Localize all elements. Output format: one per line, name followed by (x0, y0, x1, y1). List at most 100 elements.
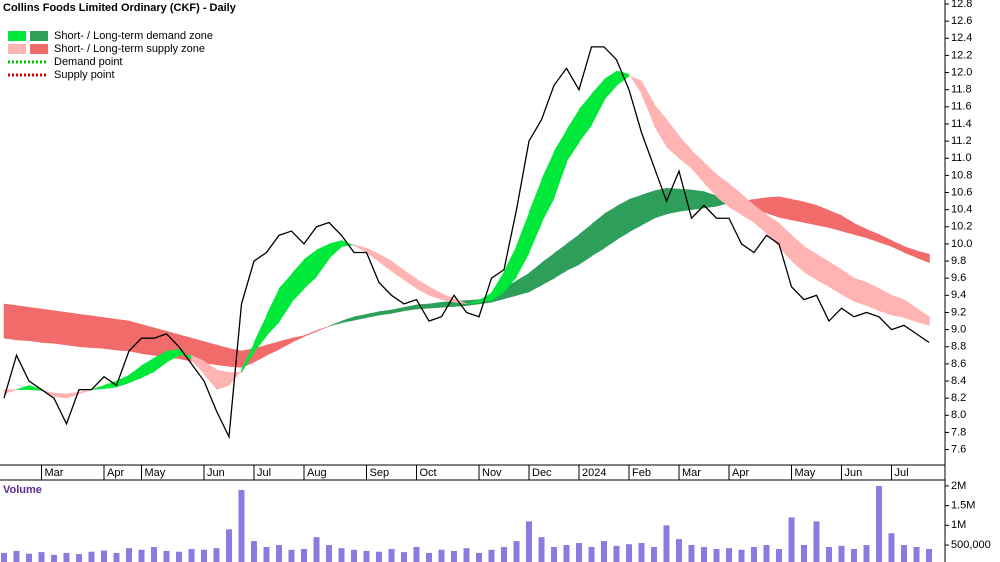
volume-bar (913, 547, 920, 562)
legend-label: Short- / Long-term demand zone (54, 30, 213, 42)
x-tick-label: Mar (682, 467, 701, 479)
zone-segment (566, 234, 580, 271)
zone-segment (878, 234, 893, 247)
y-tick-label: 8.4 (951, 375, 966, 387)
legend-swatch (30, 44, 48, 54)
zone-segment (666, 187, 680, 215)
zone-segment (503, 245, 518, 293)
volume-bar (401, 552, 407, 562)
volume-bar (613, 545, 620, 562)
x-tick-label: May (795, 467, 816, 479)
volume-bar (238, 489, 245, 562)
zone-segment (616, 70, 630, 86)
zone-segment (416, 278, 430, 296)
zone-segment (816, 204, 830, 228)
volume-bar (376, 551, 382, 562)
zone-segment (66, 312, 80, 348)
volume-bar (588, 547, 595, 562)
volume-bar (201, 549, 207, 562)
volume-bar (826, 547, 832, 562)
zone-segment (278, 337, 293, 350)
volume-bar (463, 548, 470, 562)
x-tick-label: 2024 (582, 467, 606, 479)
zone-segment (303, 249, 318, 290)
y-tick-label: 11.4 (951, 118, 972, 130)
zone-segment (616, 198, 630, 241)
zone-segment (878, 288, 893, 316)
legend-label: Supply point (54, 69, 115, 81)
volume-bar (526, 521, 532, 562)
volume-bar (726, 548, 732, 562)
volume-bar (801, 545, 807, 562)
zone-segment (141, 357, 155, 378)
zone-segment (591, 78, 605, 125)
volume-bar (388, 548, 395, 562)
zone-segment (28, 307, 43, 343)
volume-bar (226, 529, 232, 562)
x-tick-label: Jul (895, 467, 909, 479)
zone-segment (803, 246, 818, 281)
volume-bar (488, 549, 495, 562)
volume-bar (426, 552, 432, 562)
zone-segment (541, 252, 555, 286)
zone-segment (53, 392, 68, 399)
y-tick-label: 9.8 (951, 255, 966, 267)
volume-bar (26, 553, 32, 562)
x-tick-label: Oct (420, 467, 437, 479)
zone-segment (728, 183, 743, 216)
volume-bar (476, 552, 482, 562)
zone-segment (603, 205, 618, 249)
zone-segment (403, 270, 418, 289)
volume-bar (513, 541, 520, 562)
volume-bar (888, 533, 895, 562)
zone-segment (166, 349, 180, 363)
x-tick-label: Jun (207, 467, 225, 479)
zone-segment (141, 324, 155, 356)
volume-bar (763, 545, 770, 562)
volume-bar (76, 554, 82, 562)
zone-segment (366, 311, 380, 318)
x-tick-label: Apr (107, 467, 124, 479)
volume-bar (363, 550, 370, 562)
x-tick-label: Jul (257, 467, 271, 479)
volume-bar (288, 549, 295, 562)
zone-segment (16, 305, 30, 342)
zone-segment (641, 190, 655, 226)
volume-bar (713, 548, 720, 562)
volume-bar (701, 547, 707, 562)
volume-bar (138, 549, 145, 562)
zone-segment (916, 250, 930, 264)
y-tick-label: 10.2 (951, 221, 972, 233)
legend-label: Short- / Long-term supply zone (54, 43, 205, 55)
zone-segment (428, 301, 443, 309)
zone-segment (266, 341, 280, 356)
zone-segment (528, 262, 543, 293)
zone-segment (553, 243, 568, 279)
volume-bar (576, 543, 582, 562)
volume-bar (638, 543, 645, 562)
zone-segment (216, 369, 230, 390)
zone-segment (828, 261, 843, 295)
zone-segment (191, 354, 205, 375)
zone-segment (353, 244, 368, 253)
zone-segment (891, 240, 905, 253)
volume-bar (251, 541, 257, 562)
y-tick-label: 12.6 (951, 15, 972, 27)
y-tick-label: 11.0 (951, 152, 972, 164)
zone-segment (491, 270, 505, 301)
y-tick-label: 8.6 (951, 358, 966, 370)
zone-segment (516, 272, 530, 296)
zone-segment (403, 304, 418, 312)
price-line (3, 46, 930, 440)
volume-bar (126, 548, 132, 562)
volume-bar (276, 545, 282, 562)
x-tick-label: Apr (732, 467, 749, 479)
zone-segment (553, 129, 568, 198)
zone-segment (666, 118, 680, 159)
zone-segment (903, 246, 918, 259)
zone-segment (316, 243, 330, 278)
zone-segment (891, 294, 905, 318)
zone-segment (716, 174, 730, 208)
y-tick-label: 9.2 (951, 306, 966, 318)
zone-segment (416, 303, 430, 310)
